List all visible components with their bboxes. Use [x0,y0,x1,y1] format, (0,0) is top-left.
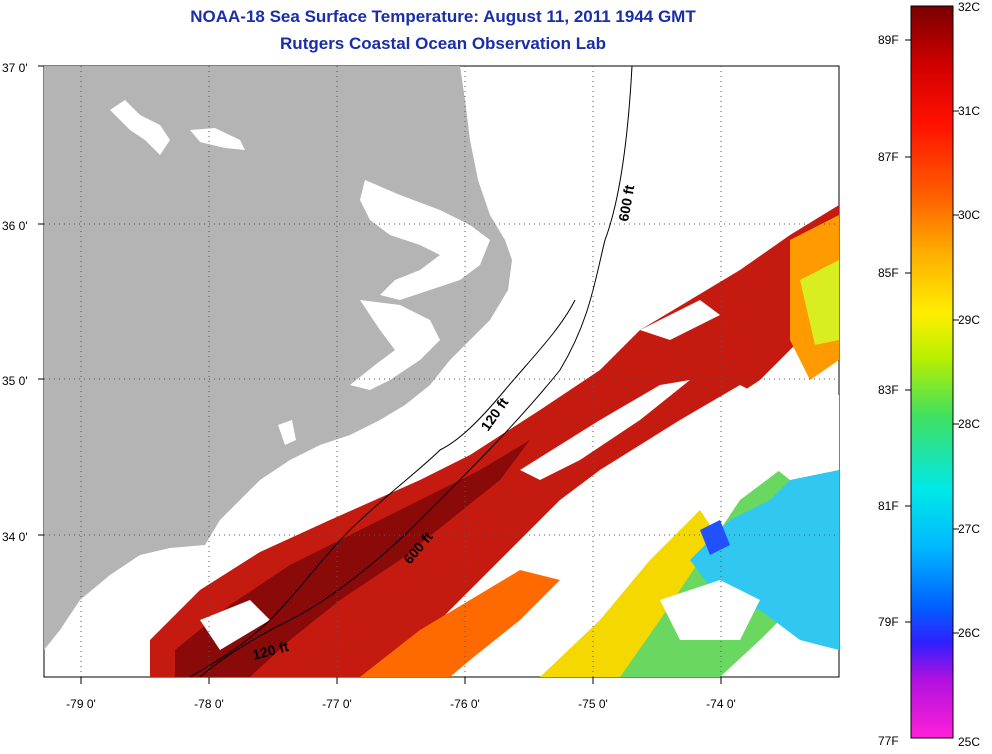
colorbar-c-25: 25C [958,735,980,749]
colorbar-f-79: 79F [878,615,899,629]
colorbar-f-83: 83F [878,383,899,397]
colorbar-c-27: 27C [958,522,980,536]
contour-label-600ft-north: 600 ft [615,183,637,222]
colorbar-c-31: 31C [958,104,980,118]
colorbar-f-89: 89F [878,33,899,47]
colorbar-f-85: 85F [878,266,899,280]
colorbar-f-87: 87F [878,150,899,164]
sst-cyan-patch [690,460,839,650]
sound-water [360,180,490,300]
lon-label-77: -77 0' [322,697,352,711]
colorbar-f-77: 77F [878,734,899,748]
sst-yellow-offshore [800,260,839,345]
lake-water [110,100,170,155]
colorbar-c-30: 30C [958,208,980,222]
lake-water [278,420,296,445]
cloud-gap [660,580,760,640]
colorbar-f-81: 81F [878,499,899,513]
cloud-gap [640,300,720,340]
lat-label-35: 35 0' [2,374,28,388]
cloud-gap [520,520,600,560]
graticule [44,66,839,677]
colorbar-c-29: 29C [958,313,980,327]
axis-ticks [38,65,722,684]
lat-label-36: 36 0' [2,219,28,233]
sst-blue-patch [700,520,730,555]
lat-label-34: 34 0' [2,530,28,544]
lon-label-76: -76 0' [450,697,480,711]
sst-orange-fringe [360,570,560,677]
colorbar-c-26: 26C [958,626,980,640]
contour-120ft [189,299,576,677]
sst-field [150,205,839,677]
lake-water [190,128,245,150]
colorbar-c-32: 32C [958,0,980,14]
map-subtitle: Rutgers Coastal Ocean Observation Lab [280,34,606,53]
colorbar [910,5,954,739]
cloud-gap [520,380,690,480]
map-title: NOAA-18 Sea Surface Temperature: August … [190,7,696,26]
map-body: 600 ft 120 ft 600 ft 120 ft [44,66,839,677]
colorbar-ticks [905,39,959,634]
cloud-gap [200,600,270,650]
cloud-gap [600,385,760,470]
sst-yellow-patch [540,510,720,677]
colorbar-c-28: 28C [958,417,980,431]
lon-label-78: -78 0' [194,697,224,711]
lon-label-75: -75 0' [578,697,608,711]
lat-label-37: 37 0' [2,61,28,75]
cloud-gap [740,395,839,480]
sound-water [350,300,440,390]
contour-600ft [199,66,633,677]
lon-label-79: -79 0' [66,697,96,711]
lon-label-74: -74 0' [706,697,736,711]
